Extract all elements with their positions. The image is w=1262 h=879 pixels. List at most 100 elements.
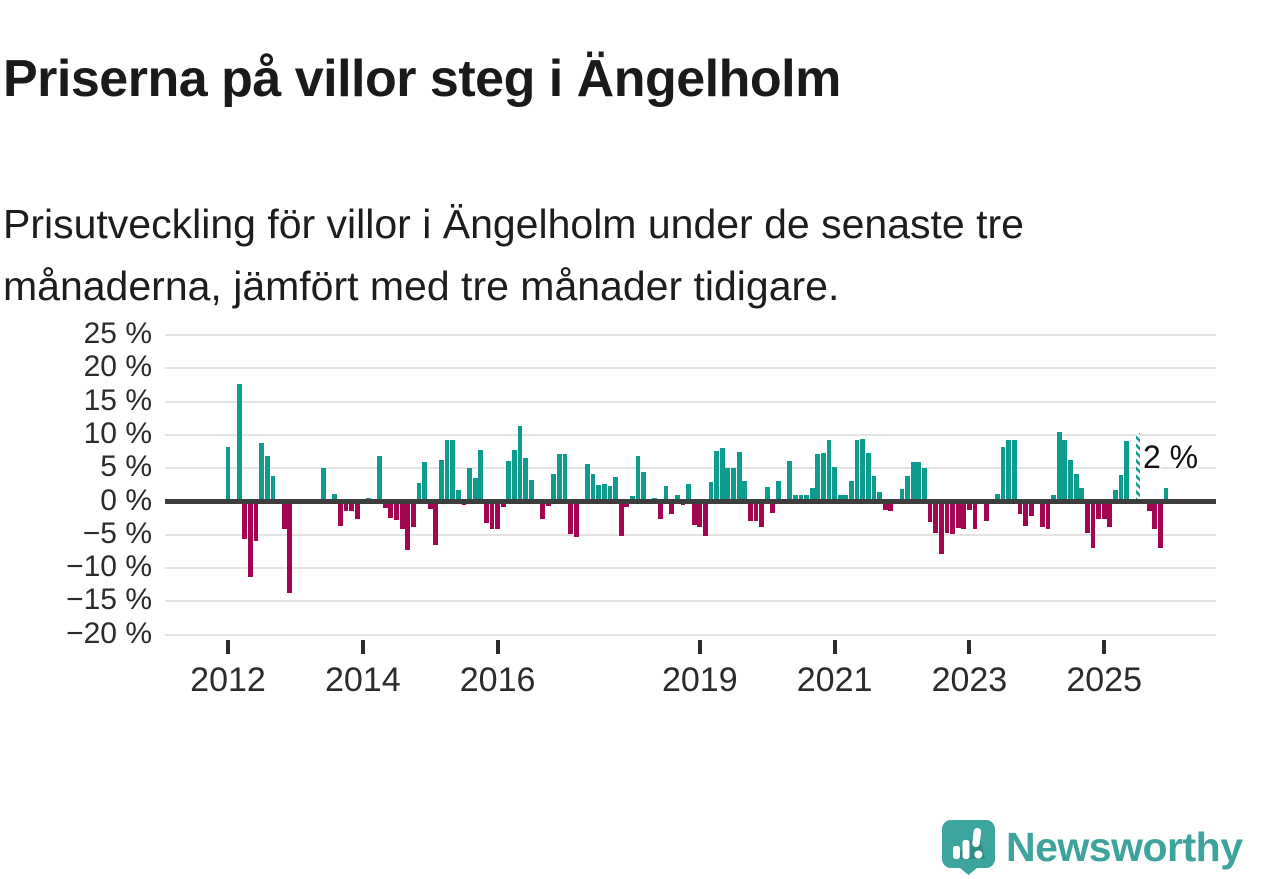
bar <box>630 496 635 502</box>
bar <box>467 468 472 502</box>
bar <box>264 456 270 502</box>
bar <box>725 468 731 502</box>
x-axis-label: 2016 <box>459 661 536 699</box>
x-axis-tick <box>1102 640 1107 654</box>
bar <box>714 450 720 502</box>
bar <box>938 501 944 555</box>
bar <box>528 480 534 502</box>
bar <box>967 501 972 511</box>
gridline <box>165 333 1216 336</box>
x-axis-label: 2019 <box>661 661 738 699</box>
bar <box>512 449 517 502</box>
bar <box>422 462 427 502</box>
bar <box>815 454 821 502</box>
bar <box>1124 440 1130 502</box>
bar <box>613 476 618 502</box>
bar <box>472 478 478 502</box>
branding: Newsworthy <box>941 818 1261 876</box>
bar <box>888 501 894 511</box>
bar <box>916 461 922 502</box>
bar <box>506 460 512 502</box>
y-axis-label: 10 % <box>83 416 152 450</box>
bar <box>377 455 383 502</box>
bar <box>624 501 630 507</box>
bar <box>747 501 753 521</box>
bar <box>540 501 545 520</box>
bar <box>601 484 607 502</box>
bar <box>1068 459 1073 502</box>
bar <box>343 501 349 512</box>
bar <box>500 501 506 508</box>
bar <box>905 475 910 502</box>
x-axis-tick <box>360 640 365 654</box>
bar <box>719 447 725 502</box>
bar <box>809 488 815 502</box>
bar <box>641 471 647 502</box>
bar <box>585 463 590 502</box>
bar <box>1096 501 1101 519</box>
bar <box>674 494 680 502</box>
bar <box>1073 474 1079 502</box>
bar <box>1023 501 1028 527</box>
bar <box>854 439 860 502</box>
bar <box>1045 501 1051 529</box>
bar <box>568 501 573 535</box>
bar <box>669 501 675 515</box>
bar <box>1157 501 1163 549</box>
bar <box>764 486 770 502</box>
bar <box>242 501 248 540</box>
bar <box>843 494 849 502</box>
bar <box>658 501 663 519</box>
x-axis-label: 2021 <box>796 661 873 699</box>
bar <box>433 501 439 545</box>
bar <box>663 486 669 502</box>
bar <box>523 458 529 502</box>
y-axis-label: −15 % <box>66 583 152 617</box>
bar <box>776 480 781 502</box>
bar <box>439 459 444 502</box>
y-axis-label: 20 % <box>83 350 152 384</box>
bar <box>337 501 343 527</box>
bar <box>910 462 916 502</box>
bar <box>270 475 276 502</box>
bar <box>259 442 265 502</box>
brand-name: Newsworthy <box>1006 823 1243 870</box>
bar <box>983 501 989 521</box>
bar <box>804 494 809 502</box>
bar <box>826 439 832 502</box>
bar <box>1062 439 1068 502</box>
bar <box>860 438 866 502</box>
bar <box>596 484 602 502</box>
newsworthy-logo-icon <box>942 820 995 875</box>
bar <box>837 494 843 502</box>
y-axis-label: 5 % <box>100 450 152 484</box>
bar <box>1146 501 1152 512</box>
bar <box>1113 489 1118 502</box>
bar <box>1079 488 1085 502</box>
bar <box>933 501 939 533</box>
bar <box>489 501 495 530</box>
bar <box>618 501 624 537</box>
x-axis-label: 2012 <box>190 661 266 699</box>
bar <box>753 501 759 522</box>
bar <box>394 501 399 521</box>
x-axis-tick <box>967 640 972 654</box>
latest-value-annotation: 2 % <box>1142 439 1199 475</box>
bar <box>427 501 433 509</box>
bar <box>882 501 888 511</box>
bar <box>495 501 500 530</box>
bar <box>382 501 388 509</box>
bar <box>899 488 905 502</box>
gridline <box>165 533 1216 536</box>
bar <box>731 468 736 502</box>
bar <box>321 468 326 502</box>
bar <box>798 494 804 502</box>
bar <box>950 501 955 535</box>
bar <box>995 493 1000 502</box>
bar <box>556 454 562 502</box>
bar <box>1107 501 1113 527</box>
bar <box>961 501 967 530</box>
gridline <box>165 633 1216 636</box>
gridline <box>165 433 1216 436</box>
